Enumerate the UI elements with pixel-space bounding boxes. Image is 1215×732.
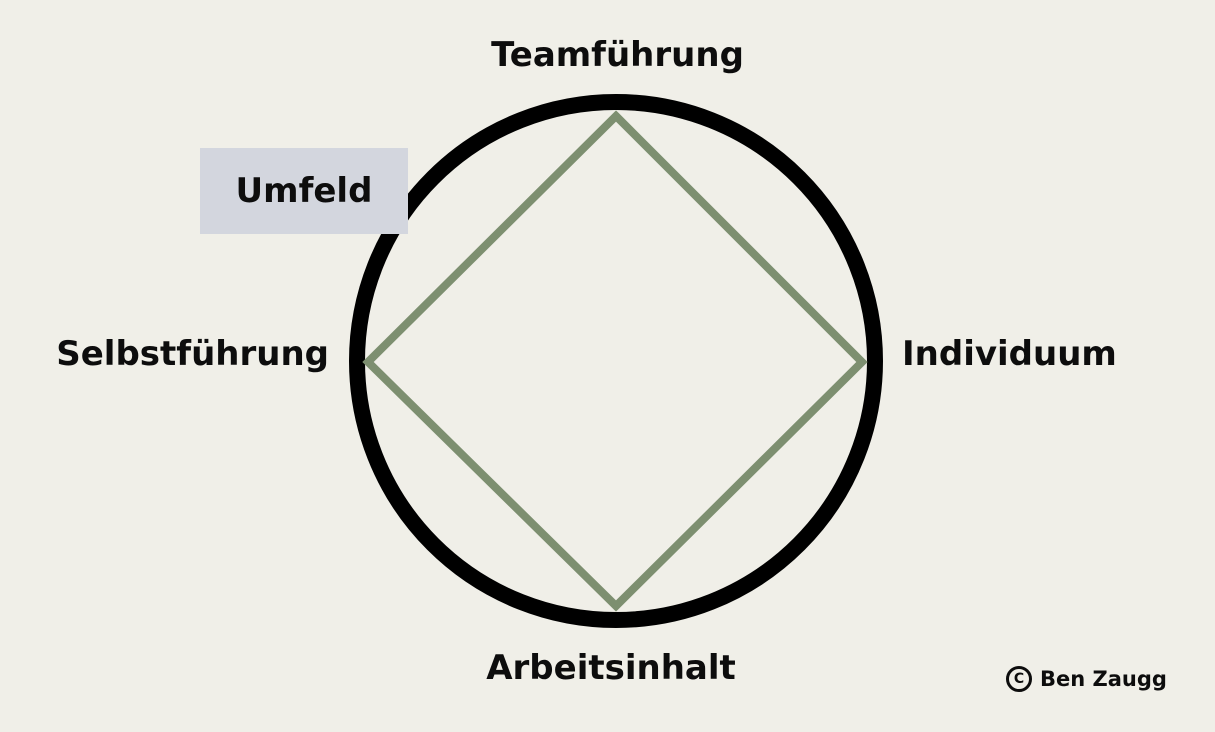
outer-circle — [349, 94, 883, 628]
label-individuum: Individuum — [902, 334, 1117, 374]
label-teamfuehrung: Teamführung — [491, 35, 744, 75]
label-arbeitsinhalt: Arbeitsinhalt — [486, 648, 736, 688]
umfeld-label: Umfeld — [235, 171, 373, 211]
inner-diamond — [362, 110, 868, 612]
copyright-notice: C Ben Zaugg — [1006, 666, 1167, 692]
label-selbstfuehrung: Selbstführung — [56, 334, 329, 374]
umfeld-box: Umfeld — [200, 148, 408, 234]
copyright-author: Ben Zaugg — [1040, 666, 1167, 691]
copyright-icon: C — [1006, 666, 1032, 692]
